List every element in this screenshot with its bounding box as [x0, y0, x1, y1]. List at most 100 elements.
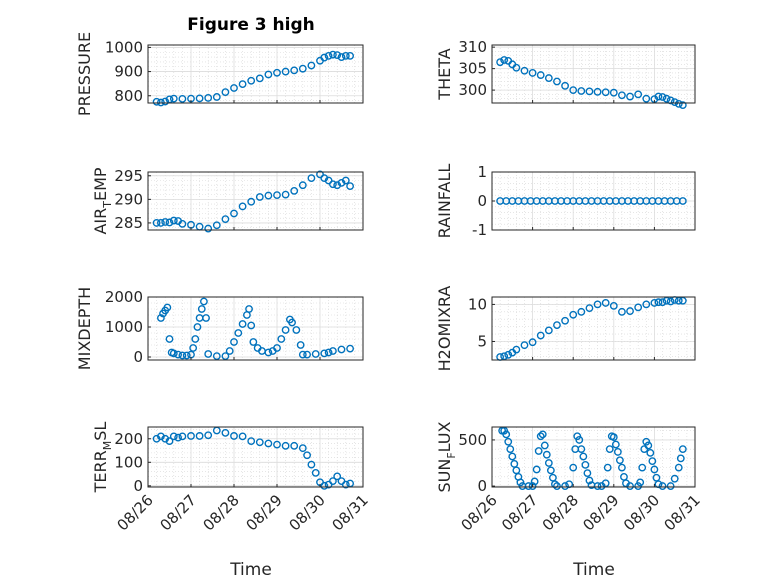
data-point [634, 90, 643, 99]
data-point [638, 463, 647, 472]
data-point [577, 87, 586, 95]
data-point [585, 304, 594, 313]
data-point [199, 297, 208, 306]
data-point [234, 329, 243, 337]
data-point [593, 300, 602, 309]
data-point [532, 465, 541, 474]
y-tick-label: 500 [458, 431, 487, 449]
data-point [333, 51, 342, 60]
data-point [303, 451, 311, 460]
data-point [536, 432, 545, 441]
data-point [626, 307, 634, 315]
data-point [528, 338, 537, 347]
x-axis-label-left: Time [229, 560, 272, 580]
data-point [593, 482, 602, 490]
data-point [544, 459, 553, 467]
y-tick-label: 2000 [105, 288, 143, 306]
data-point [178, 94, 187, 103]
data-point [195, 432, 204, 440]
data-point [307, 460, 316, 469]
data-point [609, 88, 618, 97]
data-point [524, 482, 533, 490]
data-point [290, 441, 299, 450]
data-point [212, 352, 221, 360]
y-tick-label: 305 [458, 60, 487, 78]
y-tick-label: 300 [458, 81, 487, 99]
x-tick-label: 08/27 [157, 491, 200, 534]
data-point [247, 197, 256, 206]
data-point [174, 433, 183, 442]
data-point [601, 88, 610, 97]
data-point [585, 476, 594, 485]
data-point [298, 444, 307, 453]
data-point [273, 191, 281, 200]
data-point [346, 344, 354, 353]
data-point [512, 63, 521, 72]
data-point [320, 349, 329, 358]
data-point [264, 439, 273, 448]
data-point [534, 447, 543, 455]
x-tick-label: 08/26 [114, 491, 157, 534]
y-tick-label: 310 [458, 38, 487, 56]
data-point [504, 350, 513, 359]
data-point [298, 64, 307, 73]
subplot-6: 5 10 H2OMIXRA [435, 286, 696, 371]
data-point [346, 182, 354, 191]
data-point [569, 463, 578, 472]
data-point [583, 469, 592, 478]
x-tick-label: 08/31 [329, 491, 372, 534]
data-point [662, 296, 671, 305]
y-axis-label: MIXDEPTH [75, 287, 94, 370]
data-point [542, 450, 551, 459]
data-point [549, 473, 557, 482]
data-point [530, 477, 539, 486]
data-point [337, 53, 346, 61]
data-point [553, 321, 561, 330]
data-point [553, 482, 561, 490]
data-point [273, 440, 281, 449]
y-tick-label: -1 [472, 221, 487, 239]
data-point [540, 441, 549, 450]
y-tick-label: 0 [477, 192, 487, 210]
data-point [561, 482, 569, 490]
data-point [161, 218, 170, 226]
data-point [569, 86, 578, 95]
data-point [169, 94, 178, 103]
data-point [193, 323, 202, 331]
y-tick-label: 285 [114, 214, 143, 232]
data-point [281, 190, 290, 199]
x-tick-label: 08/30 [620, 491, 663, 534]
data-point [328, 180, 337, 189]
y-tick-label: 10 [468, 295, 487, 313]
data-point [611, 440, 620, 449]
data-point [320, 481, 329, 490]
data-point [674, 296, 683, 305]
data-point [577, 445, 586, 454]
data-point [520, 341, 529, 350]
x-tick-label: 08/28 [200, 491, 243, 534]
data-point [341, 51, 350, 60]
x-tick-label: 08/26 [458, 491, 501, 534]
data-point [165, 218, 174, 227]
data-point [247, 321, 256, 330]
y-tick-label: 0 [133, 477, 143, 495]
data-point [230, 432, 238, 440]
y-axis-label: AIRTEMP [91, 167, 114, 234]
data-point [273, 344, 281, 352]
data-point [618, 307, 626, 316]
data-point [575, 436, 584, 444]
data-point [670, 98, 679, 107]
data-point [238, 80, 247, 89]
data-point [337, 345, 346, 354]
data-point [191, 335, 200, 343]
y-tick-label: 1000 [105, 318, 143, 336]
data-point [202, 314, 210, 322]
data-point [634, 303, 643, 312]
data-point [247, 76, 256, 85]
data-point [577, 307, 586, 316]
data-point [500, 56, 509, 64]
data-point [212, 221, 221, 230]
y-axis-label: RAINFALL [435, 164, 454, 239]
data-point [670, 474, 679, 483]
